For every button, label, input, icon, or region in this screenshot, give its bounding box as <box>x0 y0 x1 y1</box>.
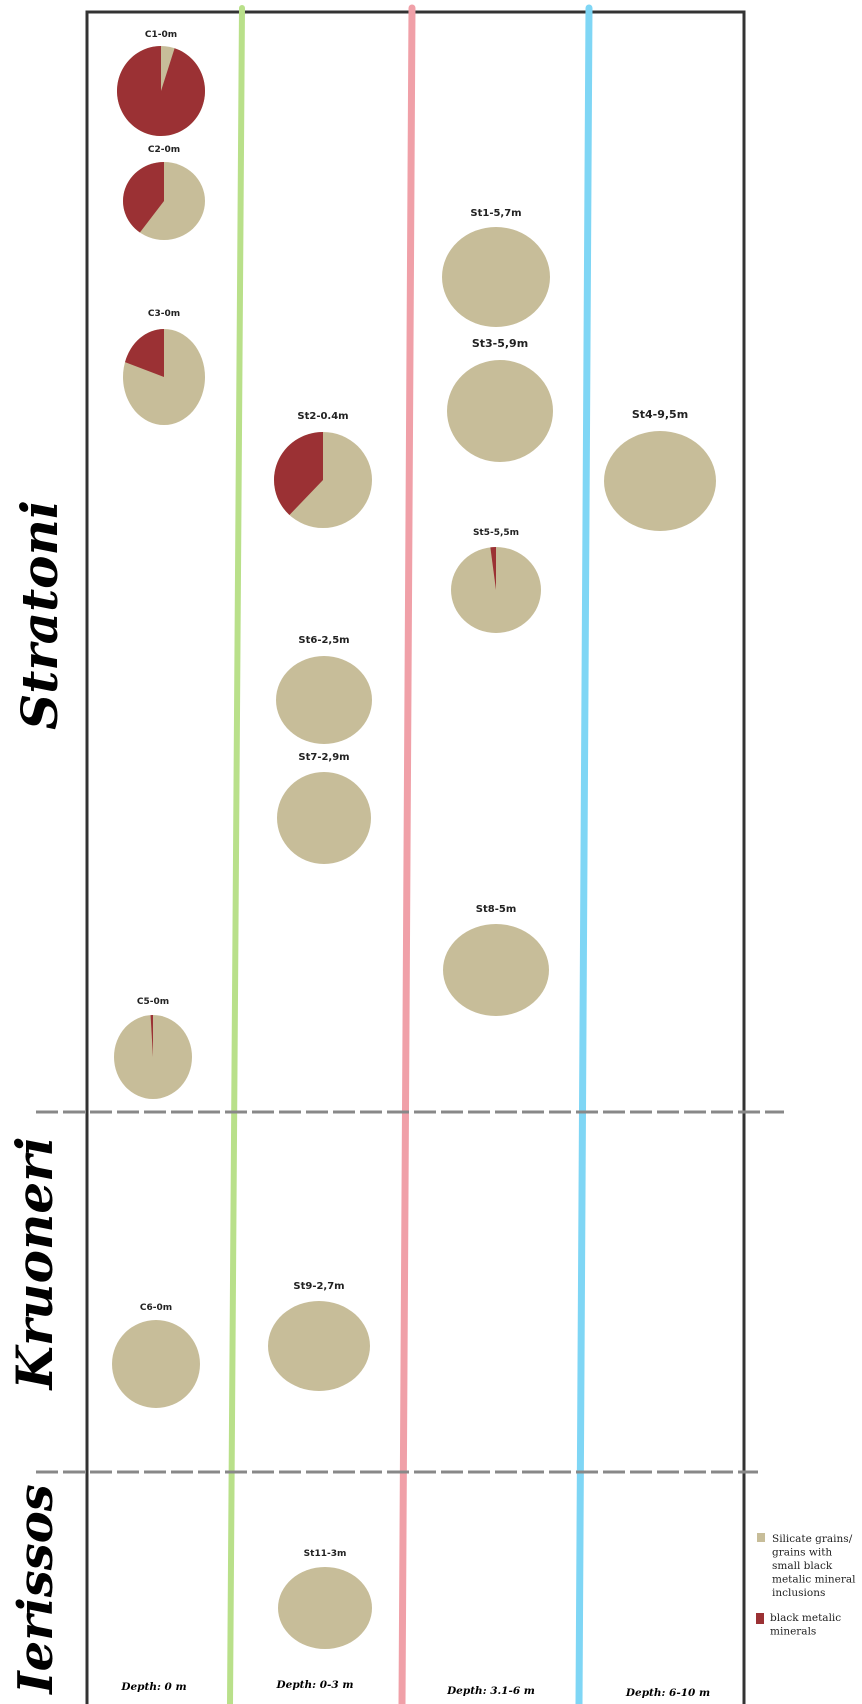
pie-label: C3-0m <box>148 309 180 319</box>
depth-zone-label-4: Depth: 6-10 m <box>625 1687 710 1699</box>
pie-st6-2-5m: St6-2,5m <box>276 635 372 744</box>
pie-c3-0m: C3-0m <box>123 309 205 425</box>
pie-label: St3-5,9m <box>472 337 528 350</box>
pie-st2-0-4m: St2-0.4m <box>274 411 372 528</box>
pie-label: St5-5,5m <box>473 528 519 538</box>
pie-slice-metallic <box>125 329 164 377</box>
pie-st3-5-9m: St3-5,9m <box>447 337 553 462</box>
pie-label: St11-3m <box>304 1549 347 1559</box>
plot-frame <box>85 10 746 1704</box>
pie-label: St9-2,7m <box>293 1281 344 1292</box>
pie-c2-0m: C2-0m <box>122 145 205 240</box>
pie-slice-metallic <box>274 432 323 515</box>
pie-slice-silicate <box>277 772 371 864</box>
pie-label: St2-0.4m <box>297 411 348 422</box>
pie-st7-2-9m: St7-2,9m <box>277 752 371 864</box>
region-label-ierissos: Ierissos <box>8 1484 64 1696</box>
legend-label-silicate: Silicate grains/grains with small black me… <box>772 1533 856 1599</box>
pie-slice-metallic <box>116 46 206 136</box>
pie-slice-silicate <box>112 1320 200 1408</box>
pie-st5-5-5m: St5-5,5m <box>451 528 541 633</box>
depth-zone-label-1: Depth: 0 m <box>120 1681 186 1693</box>
pie-slice-metallic <box>490 547 496 590</box>
pie-label: St7-2,9m <box>298 752 349 763</box>
legend: Silicate grains/grains with small black me… <box>756 1533 856 1638</box>
pie-slice-silicate <box>278 1567 372 1649</box>
pie-c1-0m: C1-0m <box>116 30 206 136</box>
pie-label: St8-5m <box>476 904 516 915</box>
pie-st8-5m: St8-5m <box>443 904 549 1016</box>
pie-label: C6-0m <box>140 1303 172 1313</box>
pie-slice-silicate <box>443 924 549 1016</box>
region-label-kruoneri: Kruoneri <box>5 1136 64 1391</box>
pie-st11-3m: St11-3m <box>278 1549 372 1649</box>
depth-zone-label-2: Depth: 0-3 m <box>276 1679 354 1691</box>
pie-slice-silicate <box>442 227 550 327</box>
legend-swatch-metallic <box>756 1613 764 1624</box>
pie-label: C2-0m <box>148 145 180 155</box>
pie-c5-0m: C5-0m <box>114 997 192 1099</box>
pie-slice-silicate <box>276 656 372 744</box>
depth-zone-boundary-line-2 <box>398 4 416 1704</box>
pie-slice-metallic <box>150 1015 153 1057</box>
pie-slice-silicate <box>268 1301 370 1391</box>
region-label-stratoni: Stratoni <box>10 500 69 730</box>
pie-slice-silicate <box>604 431 716 531</box>
pie-slice-silicate <box>447 360 553 462</box>
pie-st4-9-5m: St4-9,5m <box>604 408 716 531</box>
depth-zone-boundary-line-3 <box>575 4 593 1704</box>
pie-st1-5-7m: St1-5,7m <box>442 208 550 327</box>
pie-slice-metallic <box>122 162 164 233</box>
pie-c6-0m: C6-0m <box>112 1303 200 1408</box>
pie-label: St6-2,5m <box>298 635 349 646</box>
depth-zone-label-3: Depth: 3.1-6 m <box>446 1685 535 1697</box>
pie-label: C1-0m <box>145 30 177 40</box>
legend-swatch-silicate <box>757 1533 765 1542</box>
pie-st9-2-7m: St9-2,7m <box>268 1281 370 1391</box>
depth-zone-boundary-line-1 <box>227 5 245 1704</box>
legend-label-metallic: black metalic minerals <box>770 1612 841 1638</box>
pie-label: C5-0m <box>137 997 169 1007</box>
pie-label: St1-5,7m <box>470 208 521 219</box>
pie-label: St4-9,5m <box>632 408 688 421</box>
